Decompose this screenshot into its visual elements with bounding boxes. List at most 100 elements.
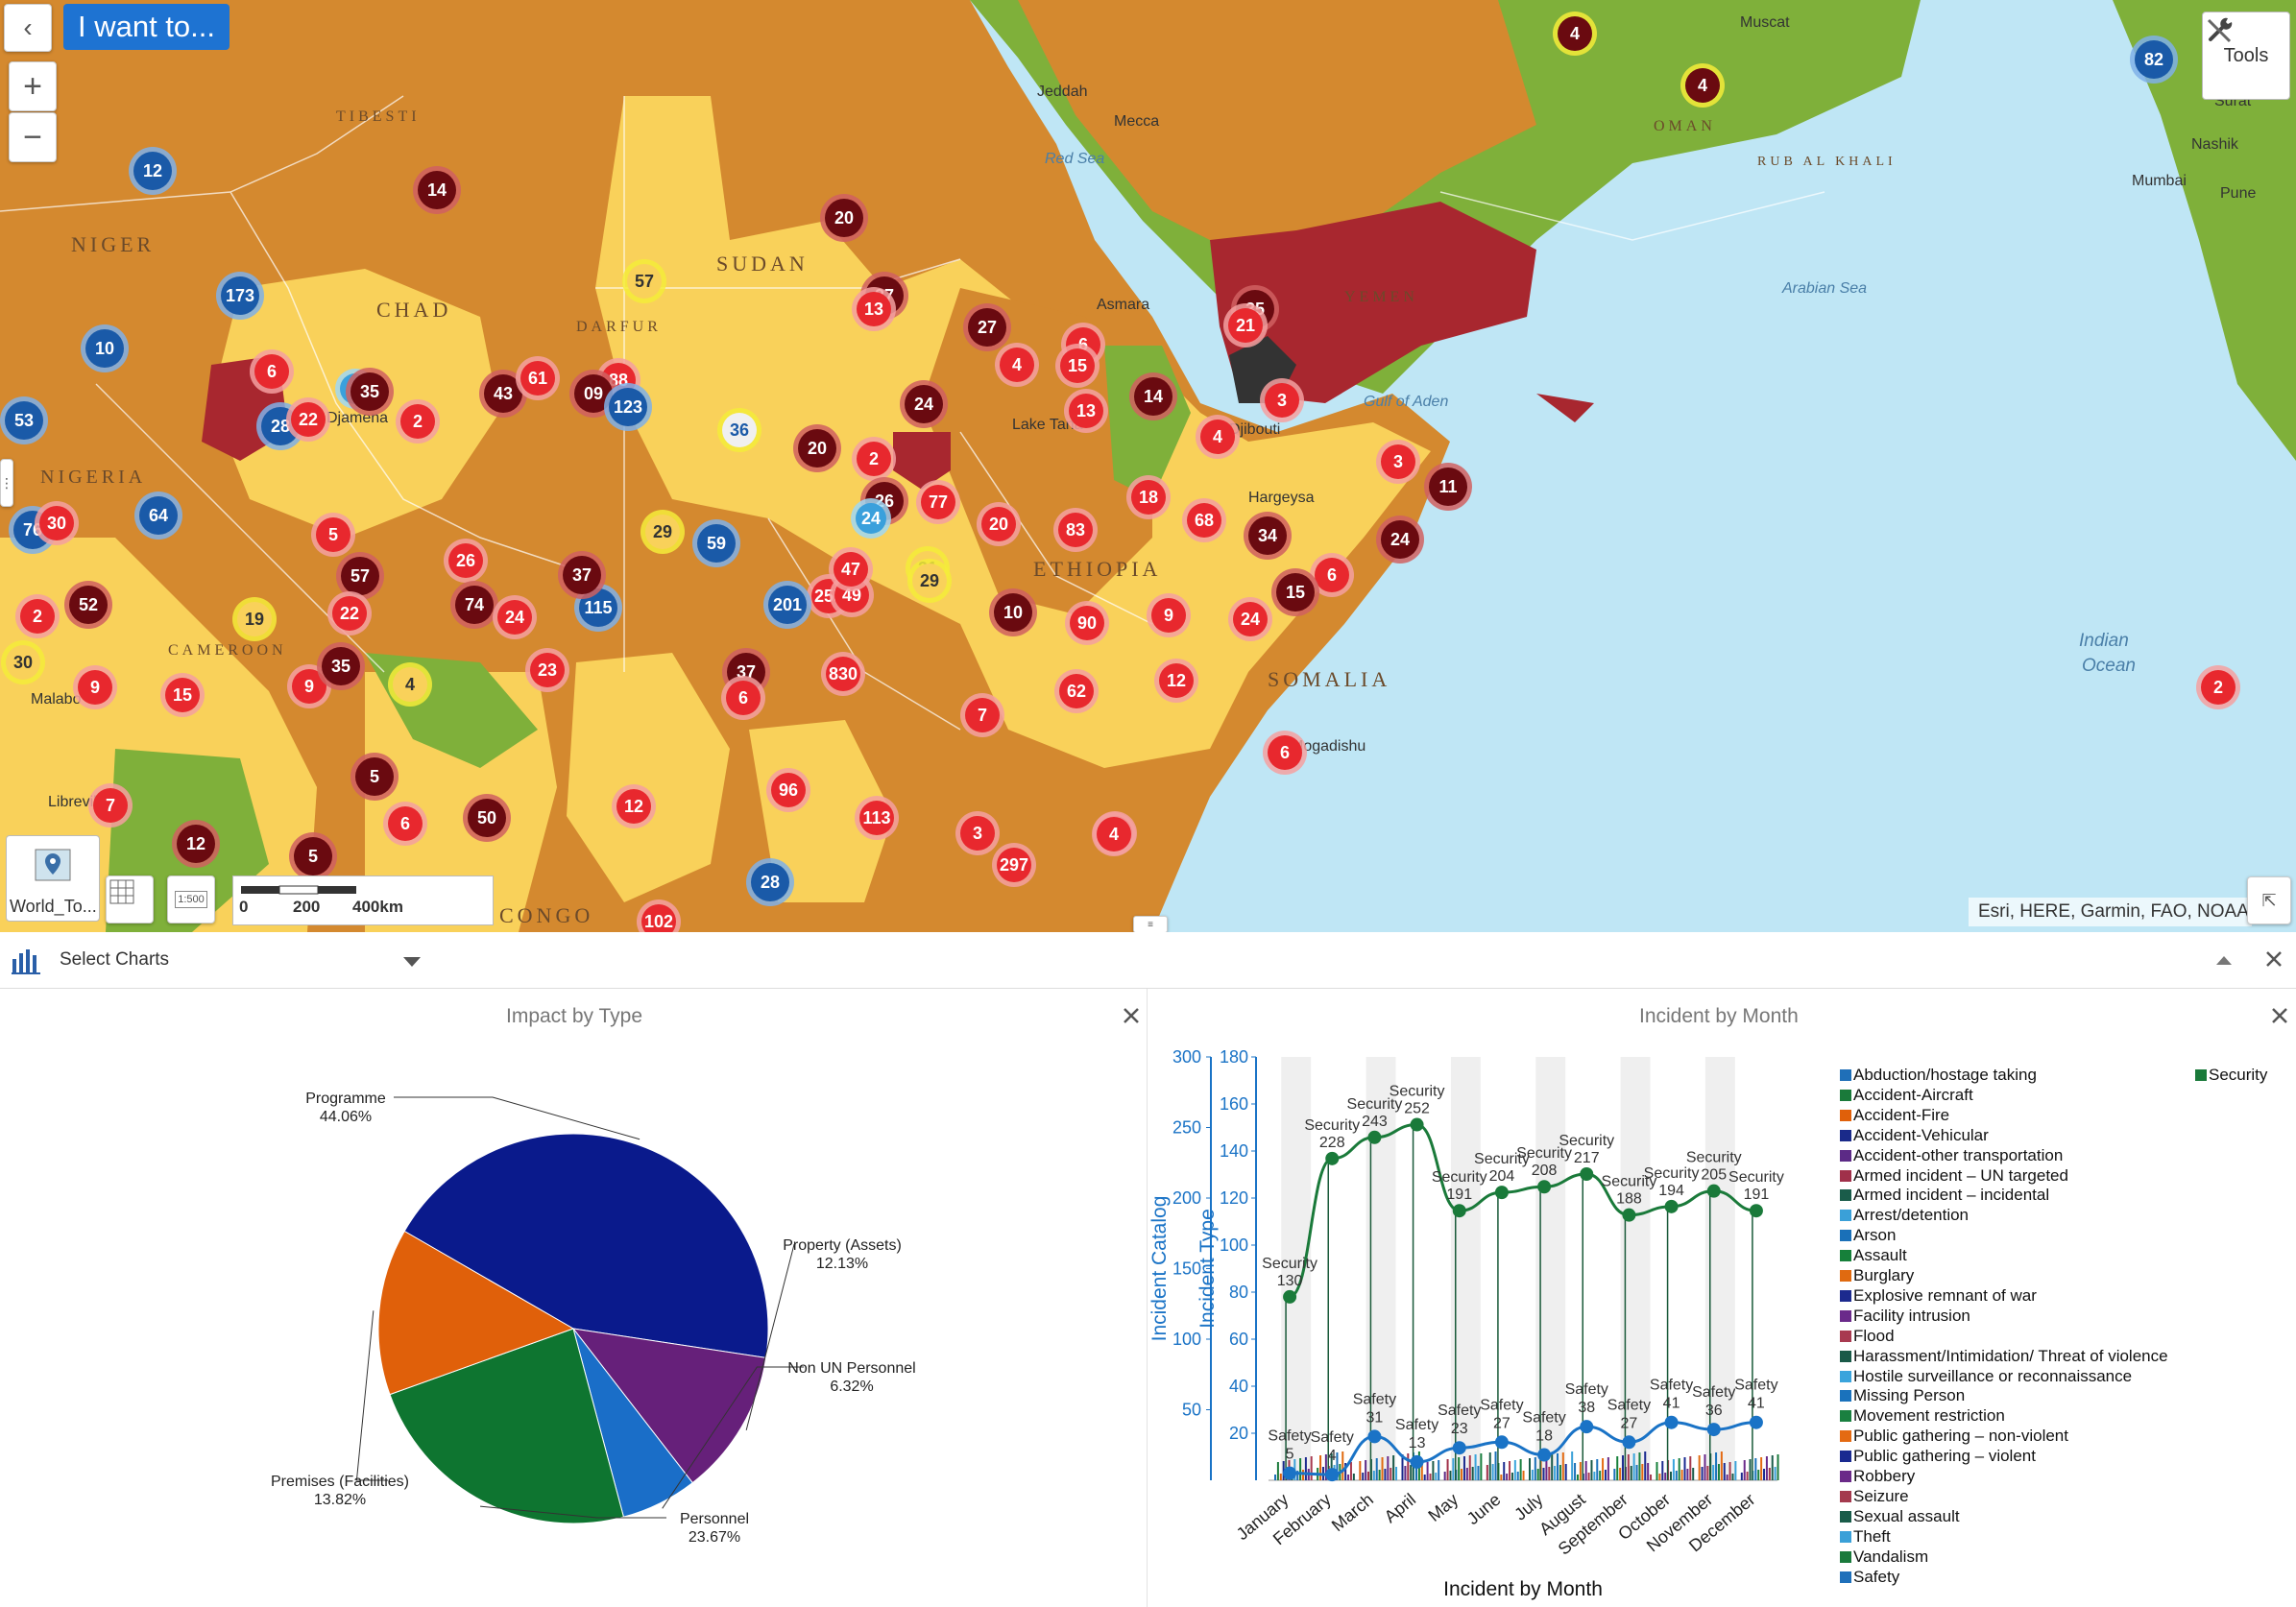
incident-cluster[interactable]: 24 [900, 380, 948, 428]
incident-cluster[interactable]: 6 [1310, 553, 1354, 597]
legend-item[interactable]: Theft [1840, 1527, 1891, 1547]
select-charts-label[interactable]: Select Charts [60, 949, 170, 970]
safety-point[interactable] [1494, 1435, 1509, 1450]
incident-cluster[interactable]: 50 [463, 794, 511, 842]
incident-cluster[interactable]: 37 [558, 551, 606, 599]
incident-cluster[interactable]: 173 [216, 272, 264, 320]
incident-cluster[interactable]: 6 [383, 802, 427, 846]
incident-cluster[interactable]: 7 [960, 693, 1004, 737]
incident-cluster[interactable]: 3 [955, 811, 1000, 855]
incident-cluster[interactable]: 26 [444, 539, 488, 583]
chevron-down-icon[interactable] [401, 955, 423, 969]
incident-cluster[interactable]: 13 [852, 287, 896, 331]
incident-cluster[interactable]: 47 [829, 547, 873, 591]
incident-cluster[interactable]: 23 [525, 648, 569, 692]
incident-cluster[interactable]: 96 [766, 768, 810, 812]
incident-cluster[interactable]: 22 [327, 591, 372, 636]
legend-item[interactable]: Safety [1840, 1568, 1899, 1587]
incident-cluster[interactable]: 12 [172, 820, 220, 868]
incident-cluster[interactable]: 6 [721, 676, 765, 720]
zoom-in-button[interactable]: + [9, 61, 57, 111]
incident-cluster[interactable]: 3 [1376, 440, 1420, 484]
incident-cluster[interactable]: 74 [450, 581, 498, 629]
legend-item[interactable]: Flood [1840, 1327, 1895, 1346]
safety-point[interactable] [1325, 1468, 1340, 1482]
panel-resize-handle[interactable]: ≡ [1133, 916, 1168, 932]
close-icon[interactable] [1122, 1006, 1141, 1025]
incident-cluster[interactable]: 43 [479, 370, 527, 418]
incident-cluster[interactable]: 14 [413, 166, 461, 214]
legend-item[interactable]: Abduction/hostage taking [1840, 1066, 2037, 1085]
legend-item[interactable]: Hostile surveillance or reconnaissance [1840, 1367, 2132, 1386]
safety-point[interactable] [1410, 1454, 1424, 1469]
incident-cluster[interactable]: 30 [35, 501, 79, 545]
incident-cluster[interactable]: 24 [493, 595, 537, 639]
incident-cluster[interactable]: 6 [250, 349, 294, 394]
incident-cluster[interactable]: 20 [820, 194, 868, 242]
legend-item[interactable]: Accident-Vehicular [1840, 1126, 1989, 1145]
safety-point[interactable] [1622, 1435, 1636, 1450]
safety-point[interactable] [1452, 1441, 1466, 1455]
incident-cluster[interactable]: 2 [852, 437, 896, 481]
incident-cluster[interactable]: 4 [1092, 812, 1136, 856]
legend-item[interactable]: Arrest/detention [1840, 1206, 1969, 1225]
legend-item[interactable]: Seizure [1840, 1487, 1909, 1506]
incident-cluster[interactable]: 12 [129, 147, 177, 195]
safety-point[interactable] [1537, 1448, 1552, 1462]
incident-cluster[interactable]: 57 [336, 552, 384, 600]
safety-point[interactable] [1580, 1420, 1594, 1434]
incident-cluster[interactable]: 102 [637, 899, 681, 932]
incident-cluster[interactable]: 4 [1553, 12, 1597, 56]
close-icon[interactable] [2264, 949, 2284, 969]
basemap-gallery-button[interactable]: World_To... [6, 835, 100, 922]
incident-cluster[interactable]: 35 [346, 368, 394, 416]
security-point[interactable] [1410, 1117, 1424, 1132]
incident-cluster[interactable]: 2 [2196, 665, 2240, 709]
pie-slice[interactable] [377, 1230, 575, 1396]
i-want-to-button[interactable]: I want to... [63, 4, 230, 50]
side-handle[interactable]: ⋮ [0, 459, 13, 507]
incident-cluster[interactable]: 5 [311, 513, 355, 557]
incident-cluster[interactable]: 2 [15, 594, 60, 638]
incident-cluster[interactable]: 10 [81, 324, 129, 372]
incident-cluster[interactable]: 9 [1147, 593, 1191, 637]
scale-ratio-button[interactable]: 1:500 [167, 875, 215, 923]
incident-cluster[interactable]: 77 [916, 480, 960, 524]
back-button[interactable]: ‹ [4, 4, 52, 52]
incident-cluster[interactable]: 24 [1376, 516, 1424, 564]
safety-point[interactable] [1749, 1415, 1763, 1429]
incident-cluster[interactable]: 13 [1064, 389, 1108, 433]
incident-cluster[interactable]: 10 [989, 588, 1037, 636]
incident-cluster[interactable]: 19 [232, 597, 277, 641]
incident-cluster[interactable]: 12 [1154, 659, 1198, 703]
incident-cluster[interactable]: 27 [963, 303, 1011, 351]
incident-cluster[interactable]: 4 [1196, 415, 1240, 459]
incident-cluster[interactable]: 113 [855, 796, 899, 840]
legend-item[interactable]: Armed incident – UN targeted [1840, 1166, 2068, 1186]
incident-cluster[interactable]: 28 [746, 858, 794, 906]
pie-slice[interactable] [571, 1328, 767, 1484]
security-point[interactable] [1452, 1204, 1466, 1218]
incident-cluster[interactable]: 53 [0, 396, 48, 444]
legend-item[interactable]: Arson [1840, 1226, 1896, 1245]
collapse-icon[interactable] [2214, 953, 2234, 967]
incident-cluster[interactable]: 3 [1260, 378, 1304, 422]
security-point[interactable] [1706, 1184, 1721, 1198]
legend-item[interactable]: Vandalism [1840, 1547, 1928, 1567]
legend-item[interactable]: Armed incident – incidental [1840, 1186, 2049, 1205]
incident-cluster[interactable]: 30 [1, 640, 45, 684]
incident-cluster[interactable]: 24 [851, 498, 891, 539]
safety-point[interactable] [1664, 1415, 1679, 1429]
incident-cluster[interactable]: 68 [1182, 498, 1226, 542]
incident-cluster[interactable]: 11 [1424, 463, 1472, 511]
security-point[interactable] [1283, 1289, 1297, 1304]
incident-cluster[interactable]: 14 [1129, 372, 1177, 420]
zoom-out-button[interactable]: − [9, 112, 57, 162]
incident-cluster[interactable]: 20 [793, 424, 841, 472]
incident-cluster[interactable]: 29 [907, 559, 952, 603]
incident-cluster[interactable]: 7 [88, 783, 133, 827]
security-point[interactable] [1749, 1204, 1763, 1218]
tools-button[interactable]: Tools [2202, 12, 2290, 100]
incident-cluster[interactable]: 62 [1054, 669, 1099, 713]
incident-cluster[interactable]: 201 [763, 581, 811, 629]
